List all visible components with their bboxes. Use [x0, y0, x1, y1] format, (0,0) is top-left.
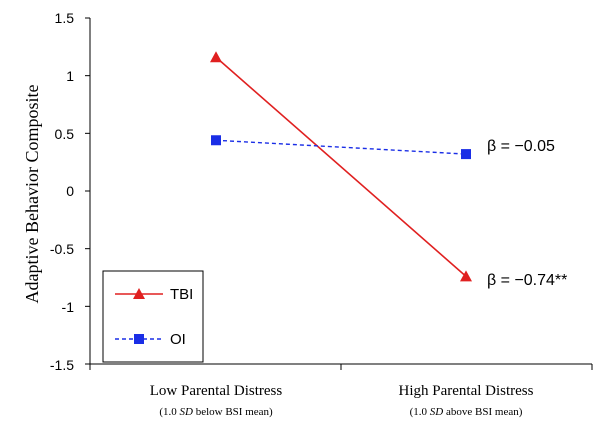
data-point-oi [211, 135, 221, 146]
legend-box [102, 270, 204, 363]
x-category-sublabel: (1.0 SD above BSI mean) [410, 406, 523, 418]
x-category-label: Low Parental Distress [150, 383, 283, 399]
axes [85, 17, 593, 370]
x-category-label: High Parental Distress [399, 383, 534, 399]
tbi-beta-annotation: β = −0.74** [487, 272, 567, 289]
data-point-oi [461, 149, 471, 160]
legend: TBI OI [102, 270, 204, 363]
legend-marker-oi [134, 334, 144, 344]
y-tick-label: 1 [66, 68, 74, 84]
series-line-oi [215, 139, 467, 155]
y-tick-label: 0 [66, 183, 74, 199]
y-tick-label: -1 [62, 299, 75, 315]
y-tick-label: 1.5 [55, 10, 75, 26]
data-point-tbi [460, 270, 472, 282]
legend-marker-tbi [133, 288, 145, 299]
beta-annotations: β = −0.05 β = −0.74** [487, 138, 567, 289]
x-axis-labels: Low Parental Distress (1.0 SD below BSI … [150, 383, 534, 418]
y-tick-label: 0.5 [55, 126, 75, 142]
x-category-sublabel: (1.0 SD below BSI mean) [159, 406, 273, 418]
oi-beta-annotation: β = −0.05 [487, 138, 555, 155]
legend-label-oi: OI [170, 331, 186, 348]
data-point-tbi [210, 51, 222, 63]
y-tick-label: -0.5 [50, 241, 74, 257]
series [210, 51, 472, 282]
legend-label-tbi: TBI [170, 286, 193, 303]
series-line-tbi [215, 56, 467, 277]
y-axis-ticks: 1.5 1 0.5 0 -0.5 -1 -1.5 [50, 10, 74, 373]
y-axis-label: Adaptive Behavior Composite [22, 85, 42, 304]
y-tick-label: -1.5 [50, 357, 74, 373]
